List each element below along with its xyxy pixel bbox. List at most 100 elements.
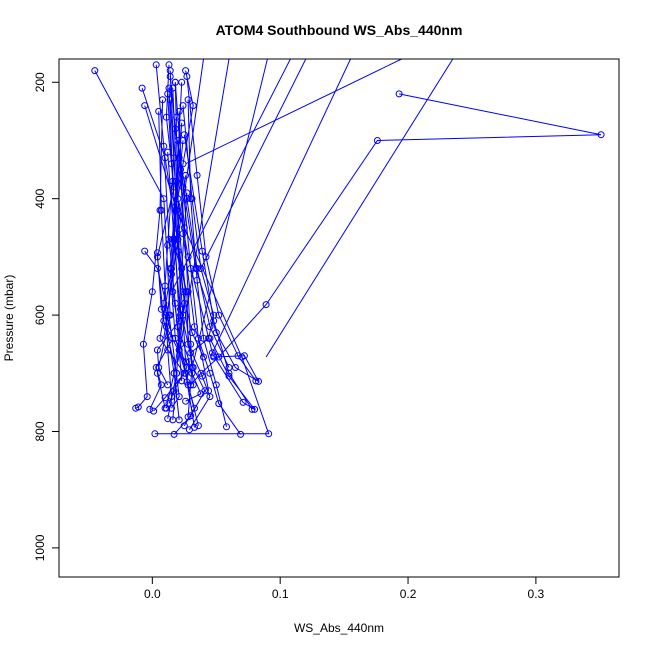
data-point	[170, 235, 178, 243]
data-point	[265, 430, 273, 438]
data-point	[171, 78, 179, 86]
data-point	[188, 329, 196, 337]
data-point	[182, 358, 190, 366]
profile-line-26	[177, 140, 194, 385]
data-point	[197, 390, 205, 398]
profile-line-29	[209, 338, 255, 410]
extended-line-7	[171, 59, 291, 293]
data-point	[161, 394, 169, 402]
data-point	[395, 90, 403, 98]
x-tick-label: 0.3	[528, 587, 545, 601]
data-point	[153, 249, 161, 257]
data-point	[153, 346, 161, 354]
data-point	[182, 397, 190, 405]
plot-area	[91, 59, 605, 438]
data-point	[155, 107, 163, 115]
data-point	[206, 369, 214, 377]
data-point	[194, 422, 202, 430]
y-axis: 200 400 600 800 1000	[33, 72, 60, 561]
profile-line-0	[144, 105, 270, 435]
data-point	[157, 206, 165, 214]
data-point	[193, 265, 201, 272]
data-point	[169, 288, 177, 296]
data-point	[184, 96, 192, 104]
data-point	[168, 404, 175, 412]
data-point	[225, 364, 233, 371]
data-point	[173, 369, 181, 377]
data-point	[184, 288, 192, 296]
data-point	[210, 311, 218, 319]
x-tick-label: 0.2	[400, 587, 417, 601]
data-point	[373, 137, 381, 144]
data-point	[174, 235, 182, 243]
data-point	[175, 346, 183, 354]
data-point	[175, 393, 183, 401]
data-point	[206, 323, 214, 331]
profile-line-24	[155, 64, 183, 381]
data-point	[179, 102, 187, 110]
y-tick-label: 800	[33, 421, 47, 441]
data-point	[252, 377, 260, 385]
data-point	[162, 404, 170, 412]
data-point	[197, 265, 205, 272]
data-point	[187, 349, 195, 357]
profile-line-19	[183, 134, 253, 410]
data-point	[187, 340, 195, 348]
data-point	[143, 393, 151, 401]
data-point	[178, 377, 186, 385]
data-point	[152, 61, 160, 69]
profile-line-21	[178, 111, 242, 435]
profile-line-31	[168, 88, 187, 362]
profile-line-18	[186, 76, 257, 382]
data-point	[197, 369, 205, 377]
extended-line-4	[265, 59, 454, 358]
x-axis-label: WS_Abs_440nm	[294, 621, 384, 635]
data-point	[182, 369, 190, 377]
data-point	[205, 334, 213, 342]
data-point	[164, 415, 172, 423]
data-point	[170, 154, 178, 162]
data-point	[251, 405, 259, 413]
data-point	[215, 311, 223, 319]
extended-line-2	[190, 59, 268, 374]
y-tick-label: 200	[33, 72, 47, 92]
data-point	[160, 142, 168, 150]
data-point	[191, 423, 198, 431]
data-point	[183, 73, 191, 80]
x-tick-label: 0.0	[144, 587, 161, 601]
data-point	[180, 299, 188, 307]
y-tick-label: 1000	[33, 534, 47, 561]
data-point	[169, 416, 177, 424]
data-point	[215, 400, 223, 408]
data-point	[212, 329, 220, 337]
y-tick-label: 600	[33, 305, 47, 325]
data-point	[188, 195, 196, 203]
x-axis: 0.0 0.1 0.2 0.3	[144, 576, 545, 601]
data-point	[146, 405, 154, 413]
data-point	[157, 305, 165, 313]
data-point	[184, 413, 192, 421]
extended-line-6	[200, 59, 307, 269]
data-point	[148, 288, 156, 296]
data-point	[262, 301, 270, 309]
data-point	[198, 247, 206, 255]
data-point	[153, 265, 161, 272]
data-point	[180, 422, 188, 430]
data-point	[151, 430, 159, 438]
y-tick-label: 400	[33, 188, 47, 208]
profile-line-13	[144, 250, 180, 409]
data-point	[237, 430, 245, 438]
data-point	[210, 352, 218, 360]
chart-title: ATOM4 Southbound WS_Abs_440nm	[216, 22, 463, 38]
data-point	[177, 311, 184, 319]
data-point	[161, 282, 169, 290]
profile-line-28	[180, 169, 260, 383]
data-point	[183, 195, 191, 203]
extended-line-3	[211, 59, 351, 354]
data-point	[165, 84, 173, 92]
profile-line-27	[174, 82, 210, 391]
profile-line-11	[94, 70, 171, 409]
data-point	[239, 398, 247, 406]
data-point	[205, 387, 213, 395]
data-point	[164, 148, 172, 156]
